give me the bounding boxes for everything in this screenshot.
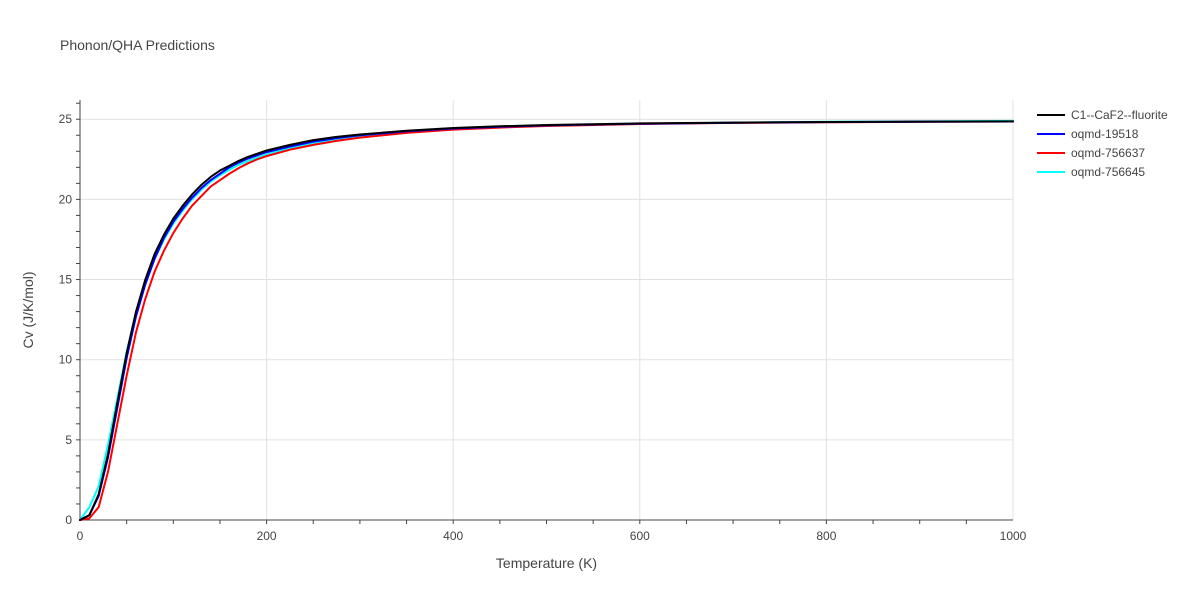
chart-title: Phonon/QHA Predictions <box>60 37 215 53</box>
legend-label: oqmd-756637 <box>1071 146 1145 160</box>
axes: 0 200 400 600 800 1000 0 5 10 15 20 25 <box>59 100 1027 543</box>
legend-item[interactable]: oqmd-756637 <box>1037 146 1145 160</box>
legend-item[interactable]: C1--CaF2--fluorite <box>1037 108 1168 122</box>
x-tick-label: 800 <box>816 529 836 543</box>
y-tick-label: 25 <box>59 112 73 126</box>
legend: C1--CaF2--fluorite oqmd-19518 oqmd-756637 o… <box>1037 108 1168 179</box>
y-tick-label: 15 <box>59 273 73 287</box>
y-tick-label: 0 <box>65 513 72 527</box>
legend-label: oqmd-19518 <box>1071 127 1139 141</box>
legend-item[interactable]: oqmd-756645 <box>1037 165 1145 179</box>
series-line-c1-caf2-fluorite <box>79 120 1014 521</box>
grid-layer <box>80 100 1014 520</box>
x-tick-label: 400 <box>443 529 463 543</box>
legend-label: oqmd-756645 <box>1071 165 1145 179</box>
x-tick-label: 600 <box>630 529 650 543</box>
series-line-oqmd-756637 <box>79 120 1014 521</box>
legend-label: C1--CaF2--fluorite <box>1071 108 1168 122</box>
x-axis-label: Temperature (K) <box>496 555 597 571</box>
x-tick-label: 200 <box>257 529 277 543</box>
y-tick-label: 10 <box>59 353 73 367</box>
y-tick-label: 20 <box>59 192 73 206</box>
legend-item[interactable]: oqmd-19518 <box>1037 127 1139 141</box>
y-tick-label: 5 <box>65 433 72 447</box>
x-tick-label: 1000 <box>1000 529 1027 543</box>
plot-area <box>79 119 1014 521</box>
x-tick-label: 0 <box>77 529 84 543</box>
y-axis-label: Cv (J/K/mol) <box>20 272 36 349</box>
